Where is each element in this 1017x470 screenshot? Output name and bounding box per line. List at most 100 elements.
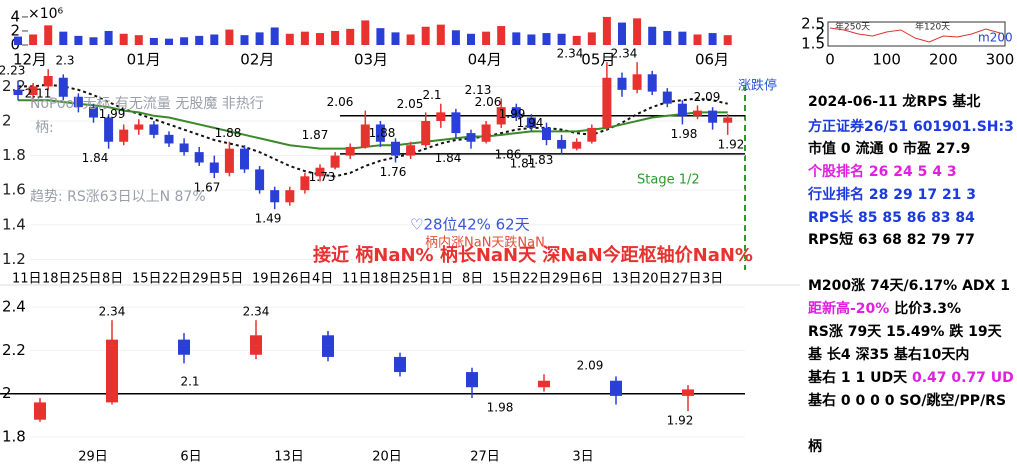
day-label: 11日 xyxy=(342,272,372,287)
candle-body xyxy=(526,117,536,128)
candle-body xyxy=(240,148,249,170)
info-segment: RPS短 63 68 82 79 77 xyxy=(808,231,975,248)
x-tick-label: 200 xyxy=(929,51,958,69)
info-segment: 比价3.3% xyxy=(889,300,961,317)
candle-body xyxy=(557,140,567,149)
day-label: 27日 xyxy=(672,272,702,287)
y-tick-label: 2 xyxy=(815,25,825,43)
price-label: 2.34 xyxy=(99,305,126,319)
price-label: 2.23 xyxy=(0,64,25,78)
price-label: 1.98 xyxy=(671,127,698,141)
volume-bar xyxy=(542,33,551,45)
candle-body xyxy=(209,162,219,173)
candle-body xyxy=(496,107,506,125)
candle-body xyxy=(662,91,672,104)
y-tick-label: 1.6 xyxy=(2,181,26,199)
price-label: 2.06 xyxy=(475,95,502,109)
day-label: 11日 xyxy=(12,272,42,287)
mini-frame xyxy=(827,21,1006,47)
price-label: 2.1 xyxy=(180,375,199,389)
candle-body xyxy=(375,124,385,142)
candle-body xyxy=(466,133,476,142)
candle-body xyxy=(134,124,144,130)
candle-body xyxy=(677,103,687,116)
volume-bar xyxy=(270,27,279,45)
volume-bar xyxy=(180,37,189,45)
day-label: 22日 xyxy=(162,272,192,287)
candle-body xyxy=(406,145,416,156)
volume-tick-label: 4 xyxy=(10,7,20,25)
candle-body xyxy=(43,76,53,87)
candle-body xyxy=(481,124,491,142)
day-label: 1日 xyxy=(432,272,453,287)
volume-bar xyxy=(59,31,68,45)
info-row: 个股排名 26 24 5 4 3 xyxy=(807,163,957,180)
day-label: 26日 xyxy=(282,272,312,287)
volume-bar xyxy=(165,38,173,45)
info-row: RPS短 63 68 82 79 77 xyxy=(808,231,975,248)
day-label: 6日 xyxy=(180,450,201,465)
candle-body xyxy=(73,96,83,108)
candle-body xyxy=(617,77,627,90)
y-tick-label: 1.4 xyxy=(2,215,26,233)
price-label: 2.34 xyxy=(611,47,638,61)
price-label: 2.11 xyxy=(25,86,52,100)
info-segment: 市值 0 流通 0 市盈 27.9 xyxy=(808,140,970,157)
day-label: 22日 xyxy=(522,272,552,287)
volume-bar xyxy=(300,31,309,45)
ma-line xyxy=(18,83,728,178)
y-tick-label: 1.8 xyxy=(2,146,26,164)
info-segment: 方正证券26/51 601901.SH:3 xyxy=(808,118,1014,135)
candle-body xyxy=(708,110,718,123)
day-label: 25日 xyxy=(72,272,102,287)
candle-body xyxy=(572,141,582,149)
day-label: 3日 xyxy=(702,272,723,287)
price-label: 1.76 xyxy=(380,165,407,179)
candle-body xyxy=(164,134,174,144)
day-label: 13日 xyxy=(612,272,642,287)
price-label: 1.99 xyxy=(99,107,126,121)
price-label: 1.88 xyxy=(215,126,242,140)
volume-bar xyxy=(316,33,324,45)
annotation: 柄内涨NaN天跌NaN xyxy=(425,235,545,251)
candle-body xyxy=(34,402,46,420)
volume-bar xyxy=(497,26,506,45)
candle-body xyxy=(421,120,431,146)
candle-body xyxy=(587,127,597,142)
annotation: ♡28位42% 62天 xyxy=(410,216,530,234)
info-row: 基右 1 1 UD天 0.47 0.77 UD xyxy=(808,369,1014,386)
info-segment: 基右 1 1 UD天 xyxy=(808,369,912,386)
volume-bar xyxy=(331,30,340,45)
y-tick-label: 2 xyxy=(2,111,12,129)
volume-bar xyxy=(618,22,626,45)
candle-body xyxy=(255,169,265,191)
volume-unit: ×10⁶ xyxy=(28,6,64,22)
annotation: NoPool 无标 有无流量 无股魔 非热行 xyxy=(30,96,264,112)
day-label: 27日 xyxy=(470,450,500,465)
volume-bar xyxy=(149,37,158,45)
volume-bar xyxy=(602,16,611,45)
info-row: 2024-06-11 龙RPS 基北 xyxy=(808,93,980,110)
x-tick-label: 300 xyxy=(986,51,1015,69)
candle-body xyxy=(511,107,521,118)
candle-body xyxy=(542,127,551,141)
info-segment: 行业排名 28 29 17 21 3 xyxy=(807,186,976,203)
info-segment: 基 长4 深35 基右10天内 xyxy=(808,346,969,363)
y-tick-label: 1.5 xyxy=(801,35,825,53)
candle-body xyxy=(315,167,325,177)
info-segment: 个股排名 26 24 5 4 3 xyxy=(807,163,957,180)
candle-body xyxy=(149,124,159,135)
candle-body xyxy=(322,335,334,357)
candle-body xyxy=(451,112,461,134)
price-label: 1.84 xyxy=(82,151,109,165)
candle-body xyxy=(285,190,295,203)
price-label: 2.34 xyxy=(243,305,270,319)
day-label: 20日 xyxy=(642,272,672,287)
x-tick-label: 100 xyxy=(872,51,901,69)
volume-bar xyxy=(512,32,521,45)
day-label: 29日 xyxy=(552,272,582,287)
price-label: 2.09 xyxy=(577,359,604,373)
volume-bar xyxy=(663,30,672,45)
volume-bar xyxy=(376,28,385,45)
